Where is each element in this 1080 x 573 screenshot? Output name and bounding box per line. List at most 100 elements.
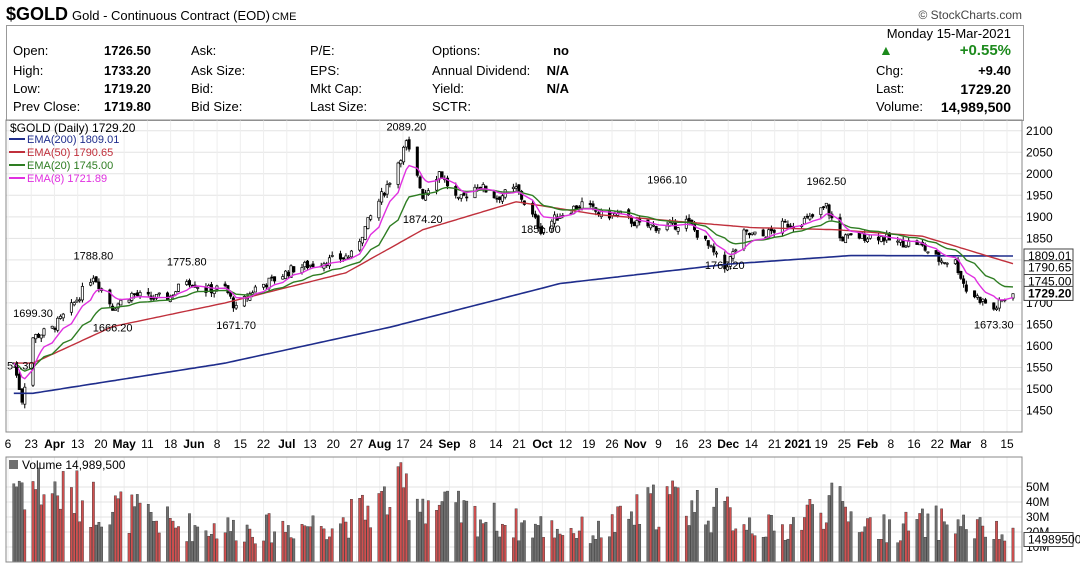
last-label: Last: <box>876 81 905 96</box>
volume-bar <box>940 508 943 563</box>
volume-bar <box>553 537 556 563</box>
candle-body <box>385 184 389 195</box>
price-annotation: 1788.80 <box>74 251 114 263</box>
price-annotation: 1851.00 <box>521 224 561 236</box>
candle-body <box>78 299 82 302</box>
volume-panel-frame <box>5 456 1023 563</box>
volume-bar <box>171 520 175 563</box>
candle-body <box>742 229 746 250</box>
candle-body <box>281 276 285 280</box>
candle-body <box>36 333 41 338</box>
volume-bar <box>654 529 658 563</box>
volume-bar <box>459 522 463 563</box>
candle-body <box>964 284 968 292</box>
volume-bar <box>580 516 584 563</box>
candle-body <box>231 297 235 309</box>
candle-body <box>901 240 905 248</box>
instrument-name: Gold - Continuous Contract (EOD) <box>72 8 270 23</box>
candle-body <box>846 233 850 236</box>
chart-frames <box>5 119 1023 563</box>
volume-bar <box>956 519 960 563</box>
candle-body <box>176 283 181 292</box>
volume-bar <box>616 506 620 563</box>
volume-bar <box>311 515 315 563</box>
volume-bar <box>17 480 21 563</box>
price-annotation: 1775.80 <box>167 256 207 268</box>
volume-bar <box>539 516 543 563</box>
price-tick-label: 1450 <box>1026 403 1053 417</box>
volume-bar <box>517 540 521 563</box>
candle-body <box>435 179 439 191</box>
price-annotation: 1673.30 <box>974 319 1014 331</box>
volume-bar <box>1011 527 1015 563</box>
candle-body <box>577 206 581 209</box>
volume-bar <box>803 517 806 563</box>
annual-dividend-value: N/A <box>546 63 569 78</box>
volume-bar <box>671 480 674 563</box>
candle-body <box>311 263 315 268</box>
candle-body <box>303 261 307 268</box>
volume-bar <box>558 533 562 563</box>
volume-bar <box>72 513 76 563</box>
ema50-line <box>13 201 1014 364</box>
x-tick-label: 18 <box>164 437 178 451</box>
volume-bar <box>635 494 639 563</box>
candle-body <box>135 292 139 296</box>
x-tick-label: 19 <box>582 437 596 451</box>
volume-bar <box>962 514 965 563</box>
candle-body <box>978 296 982 303</box>
price-tick-label: 1600 <box>1026 339 1053 353</box>
volume-bar <box>638 524 642 563</box>
last-volume-tag-label: 14989500 <box>1028 533 1080 547</box>
volume-bar <box>289 537 293 563</box>
candle-body <box>289 265 293 278</box>
volume-bar <box>846 521 850 563</box>
volume-bar <box>753 535 757 563</box>
volume-panel-title: Volume 14,989,500 <box>22 458 126 472</box>
options-label: Options: <box>432 43 481 58</box>
candle-body <box>39 334 43 339</box>
volume-bar <box>207 535 211 563</box>
candle-body <box>533 213 537 218</box>
volume-bar <box>838 486 842 563</box>
x-tick-label: 11 <box>141 437 154 451</box>
candle-body <box>709 245 713 248</box>
candle-body <box>130 292 134 301</box>
gridlines <box>6 120 1022 562</box>
volume-bar <box>899 540 902 563</box>
candle-body <box>50 325 54 329</box>
volume-bar <box>783 540 787 563</box>
volume-bar <box>514 508 518 563</box>
volume-bar <box>723 501 727 563</box>
candle-body <box>975 295 979 298</box>
volume-bar <box>761 536 765 563</box>
candle-body <box>399 160 403 165</box>
volume-bar <box>248 528 252 563</box>
candle-body <box>415 146 419 176</box>
candle-body <box>539 226 543 234</box>
candle-body <box>822 206 826 209</box>
volume-bar <box>748 517 751 563</box>
volume-bar <box>251 536 254 563</box>
volume-bar <box>344 521 348 563</box>
bid-size-label: Bid Size: <box>191 99 243 114</box>
volume-bar <box>300 524 304 563</box>
candle-body <box>591 203 595 207</box>
volume-bar <box>536 525 540 563</box>
x-tick-label: Jul <box>278 437 295 451</box>
candle-body <box>454 186 458 196</box>
x-tick-label: Apr <box>44 437 65 451</box>
annual-dividend-label: Annual Dividend: <box>432 63 531 78</box>
candle-body <box>695 230 699 238</box>
candle-body <box>347 256 351 259</box>
volume-bar <box>363 519 367 563</box>
volume-bar <box>885 542 889 563</box>
sctr-label: SCTR: <box>432 99 471 114</box>
price-annotation: 1874.20 <box>403 214 443 226</box>
volume-bar <box>383 486 386 563</box>
chg-label: Chg: <box>876 63 904 78</box>
candle-body <box>292 266 296 273</box>
brand-label[interactable]: © StockCharts.com <box>918 8 1022 22</box>
x-tick-label: 14 <box>745 437 759 451</box>
